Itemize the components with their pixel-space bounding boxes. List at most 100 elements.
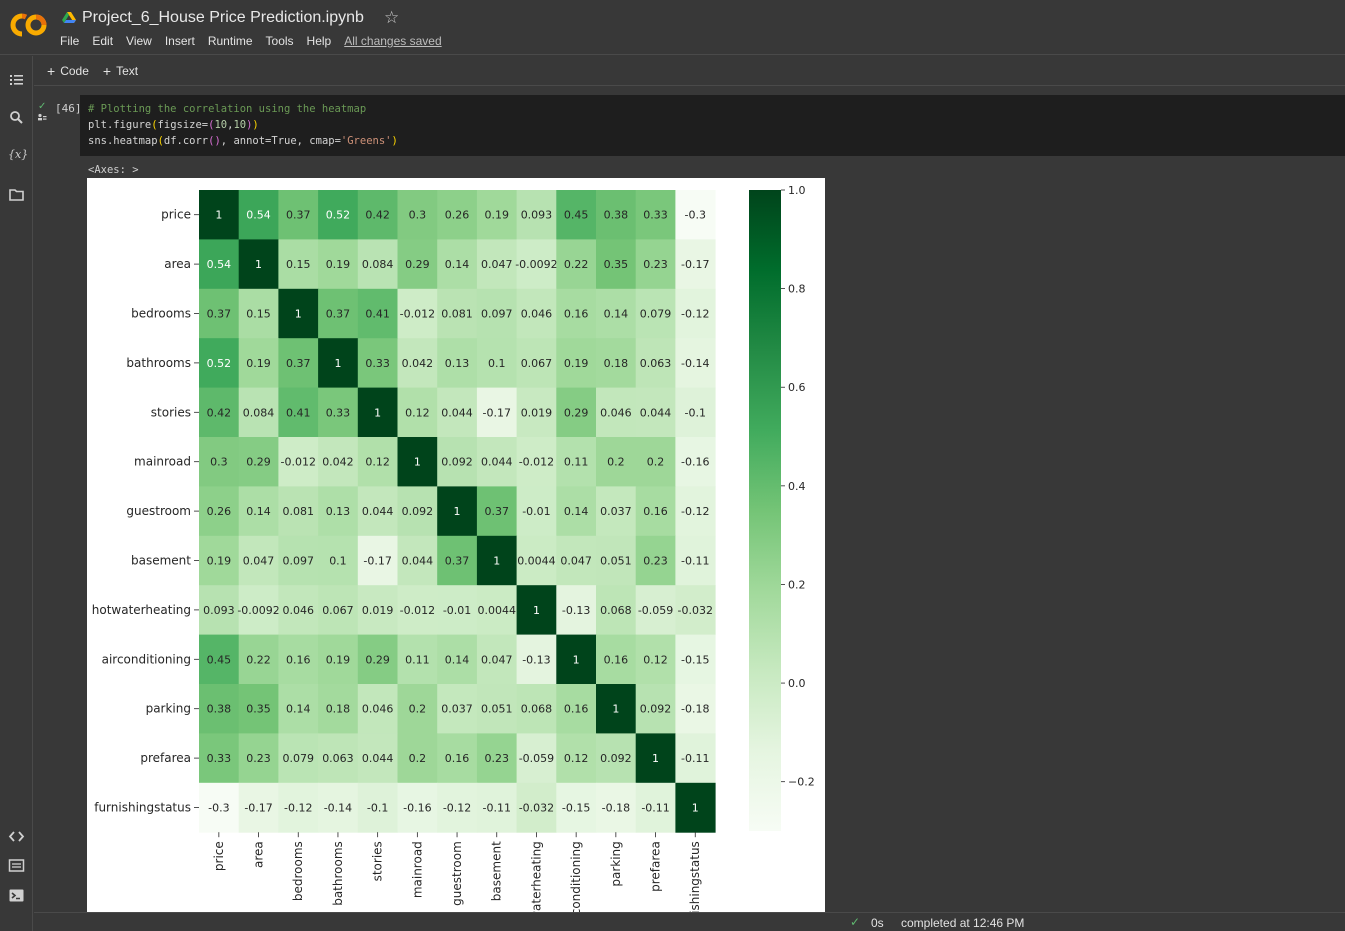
run-status-check-icon[interactable]: ✓ <box>38 101 47 112</box>
code-editor[interactable]: # Plotting the correlation using the hea… <box>80 95 1345 156</box>
heatmap-cell <box>635 239 676 290</box>
heatmap-cell <box>596 239 637 290</box>
heatmap-cell <box>278 288 319 339</box>
menu-runtime[interactable]: Runtime <box>207 34 253 48</box>
x-tick-label: bathrooms <box>331 841 345 906</box>
menu-help[interactable]: Help <box>306 34 332 48</box>
code-line-2: plt.figure(figsize=(10,10)) <box>88 119 259 131</box>
heatmap-cell-annotation: 0.16 <box>445 752 470 765</box>
files-icon[interactable] <box>8 186 25 203</box>
heatmap-cell <box>516 387 557 438</box>
heatmap-cell <box>238 387 279 438</box>
star-icon[interactable]: ☆ <box>383 8 400 27</box>
heatmap-cell <box>635 684 676 734</box>
heatmap-cell <box>278 535 319 586</box>
heatmap-cell-annotation: 0.26 <box>445 209 470 222</box>
heatmap-cell-annotation: 0.044 <box>402 555 434 568</box>
heatmap-cell-annotation: 0.54 <box>246 209 270 222</box>
heatmap-cell <box>397 288 438 339</box>
heatmap-cell-annotation: 0.051 <box>481 703 513 716</box>
heatmap-cell-annotation: 0.042 <box>322 456 354 469</box>
heatmap-cell-annotation: 0.52 <box>326 209 351 222</box>
heatmap-cell <box>556 634 597 685</box>
heatmap-cell-annotation: 0.079 <box>640 308 672 321</box>
heatmap-cell <box>635 535 676 586</box>
heatmap-cell-annotation: 0.046 <box>600 406 632 419</box>
heatmap-cell <box>199 239 240 290</box>
heatmap-cell-annotation: 0.081 <box>441 308 473 321</box>
plus-icon: + <box>47 62 56 79</box>
table-of-contents-icon[interactable] <box>8 71 25 88</box>
heatmap-cell <box>675 190 716 240</box>
heatmap-cell-annotation: 1 <box>255 258 262 271</box>
heatmap-cell-annotation: 0.19 <box>246 357 270 370</box>
heatmap-cell <box>556 733 597 784</box>
colab-logo[interactable] <box>10 12 48 38</box>
heatmap-cell <box>635 338 676 389</box>
heatmap-cell-annotation: 0.33 <box>365 357 390 370</box>
x-tick-label: mainroad <box>410 841 424 898</box>
x-tick-label: furnishingstatus <box>688 841 702 912</box>
colorbar-tick-label: 0.4 <box>788 480 806 493</box>
heatmap-cell <box>397 486 438 537</box>
command-palette-icon[interactable] <box>8 857 25 874</box>
heatmap-cell <box>199 486 240 537</box>
execution-status-message[interactable]: completed at 12:46 PM <box>901 916 1025 930</box>
heatmap-cell-annotation: 0.11 <box>405 653 430 666</box>
menu-tools[interactable]: Tools <box>265 34 294 48</box>
heatmap-cell <box>596 634 637 685</box>
menu-edit[interactable]: Edit <box>92 34 114 48</box>
heatmap-cell-annotation: 1 <box>295 308 302 321</box>
heatmap-cell-annotation: 0.45 <box>564 209 589 222</box>
heatmap-cell <box>278 634 319 685</box>
heatmap-cell <box>357 338 398 389</box>
heatmap-cell <box>556 684 597 734</box>
heatmap-cell <box>437 684 478 734</box>
heatmap-cell-annotation: 0.16 <box>564 703 589 716</box>
variables-icon[interactable]: {x} <box>8 148 29 161</box>
heatmap-cell-annotation: 0.0044 <box>517 555 556 568</box>
heatmap-cell <box>318 535 359 586</box>
heatmap-cell-annotation: 0.52 <box>207 357 232 370</box>
save-status-link[interactable]: All changes saved <box>344 34 442 48</box>
search-icon[interactable] <box>8 109 25 126</box>
x-tick-label: parking <box>609 841 623 886</box>
heatmap-cell <box>238 782 279 833</box>
heatmap-cell-annotation: 0.092 <box>640 703 672 716</box>
google-drive-icon[interactable] <box>62 12 76 24</box>
execution-duration[interactable]: 0s <box>871 916 884 930</box>
heatmap-cell-annotation: 0.093 <box>521 209 553 222</box>
menu-insert[interactable]: Insert <box>164 34 195 48</box>
menu-bar: File Edit View Insert Runtime Tools Help… <box>60 34 455 48</box>
heatmap-cell <box>357 535 398 586</box>
heatmap-cell <box>437 585 478 636</box>
heatmap-cell <box>318 782 359 833</box>
notebook-title[interactable]: Project_6_House Price Prediction.ipynb <box>82 9 364 26</box>
heatmap-cell <box>278 338 319 389</box>
heatmap-cell <box>635 733 676 784</box>
heatmap-cell-annotation: 0.14 <box>445 653 470 666</box>
heatmap-cell <box>397 437 438 487</box>
heatmap-cell <box>675 634 716 685</box>
add-text-cell-button[interactable]: + Text <box>103 63 138 79</box>
heatmap-cell-annotation: -0.13 <box>562 604 590 617</box>
heatmap-cell-annotation: 0.15 <box>286 258 311 271</box>
heatmap-cell-annotation: -0.11 <box>483 802 511 815</box>
add-code-cell-button[interactable]: + Code <box>47 63 89 79</box>
menu-view[interactable]: View <box>126 34 152 48</box>
heatmap-cell-annotation: 0.097 <box>481 308 513 321</box>
heatmap-cell-annotation: -0.032 <box>678 604 713 617</box>
code-snippets-icon[interactable] <box>8 828 25 845</box>
x-tick-label: airconditioning <box>569 841 583 912</box>
heatmap-cell <box>397 387 438 438</box>
heatmap-cell <box>199 585 240 636</box>
heatmap-cell-annotation: 0.081 <box>283 505 315 518</box>
terminal-icon[interactable] <box>8 887 25 904</box>
heatmap-cell <box>476 338 518 389</box>
heatmap-cell-annotation: 0.35 <box>604 258 629 271</box>
heatmap-cell <box>516 684 557 734</box>
heatmap-cell-annotation: 0.12 <box>564 752 589 765</box>
heatmap-cell <box>596 288 637 339</box>
menu-file[interactable]: File <box>60 34 80 48</box>
heatmap-cell <box>437 288 478 339</box>
